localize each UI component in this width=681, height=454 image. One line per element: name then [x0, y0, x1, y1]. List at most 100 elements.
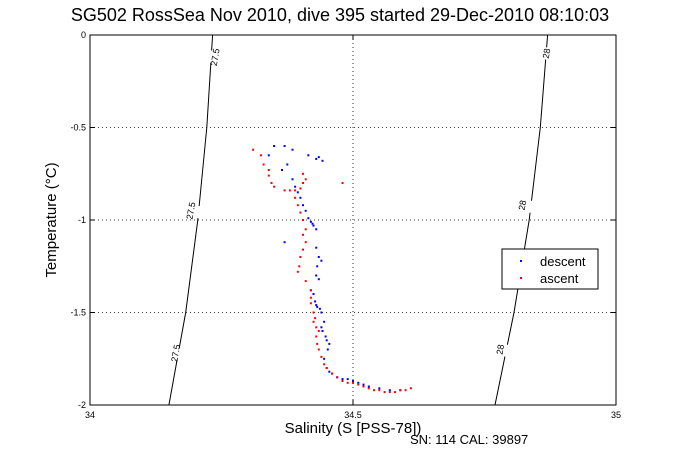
descent-point	[314, 300, 317, 303]
descent-point	[315, 246, 318, 249]
ascent-point	[260, 154, 262, 157]
ascent-point	[299, 256, 302, 258]
ascent-point	[399, 389, 402, 392]
ascent-point	[316, 342, 319, 345]
legend-descent-marker	[520, 260, 522, 262]
y-tick-label: -1	[78, 215, 86, 225]
ascent-point	[373, 389, 375, 392]
contour-line-28	[494, 34, 549, 406]
descent-point	[273, 145, 276, 147]
descent-point	[283, 145, 286, 147]
legend-ascent-label: ascent	[540, 271, 579, 286]
ascent-point	[352, 381, 354, 384]
contour-label: 28	[517, 199, 529, 211]
contour-label-bg	[487, 341, 514, 358]
ascent-point	[312, 311, 315, 314]
ascent-point	[367, 387, 370, 390]
contour-label-bg	[202, 49, 229, 66]
ascent-point	[296, 204, 299, 207]
ascent-point	[404, 389, 407, 392]
descent-point	[317, 278, 320, 281]
ascent-point	[336, 376, 339, 379]
ascent-point	[304, 178, 307, 181]
contour-label-bg	[162, 345, 189, 362]
descent-point	[309, 220, 312, 223]
descent-point	[286, 163, 289, 166]
ascent-point	[362, 385, 365, 388]
ascent-point	[296, 270, 299, 273]
descent-point	[320, 326, 323, 329]
ascent-point	[378, 389, 381, 392]
ascent-point	[317, 330, 320, 332]
ascent-point	[302, 172, 304, 175]
descent-point	[357, 381, 360, 384]
contour-label: 27.5	[169, 344, 182, 363]
ascent-point	[331, 372, 333, 375]
ascent-point	[388, 391, 391, 394]
ascent-point	[341, 182, 344, 184]
contour-line-27.5	[168, 34, 214, 406]
x-axis-ticks: 34 34.5 35	[85, 35, 621, 420]
descent-point	[323, 320, 326, 323]
descent-point	[291, 178, 294, 181]
contour-label-bg	[178, 202, 204, 219]
x-tick-label: 35	[611, 410, 621, 420]
contour-label: 28	[494, 344, 506, 356]
descent-point	[318, 307, 321, 310]
ascent-point	[294, 189, 297, 192]
descent-point	[283, 241, 286, 244]
ascent-point	[315, 326, 318, 329]
ascent-point	[304, 241, 307, 244]
legend-box	[501, 248, 599, 290]
ascent-point	[323, 363, 326, 366]
grid-lines	[90, 35, 616, 405]
descent-point	[317, 156, 320, 159]
descent-point	[321, 159, 324, 162]
descent-point	[307, 217, 310, 220]
ascent-point	[262, 163, 265, 166]
ascent-point	[314, 317, 317, 320]
descent-point	[315, 228, 318, 231]
descent-point	[296, 191, 299, 194]
y-tick-label: -0.5	[70, 123, 86, 133]
ascent-point	[304, 228, 307, 231]
ascent-point	[346, 381, 349, 384]
ascent-point	[299, 187, 302, 190]
ascent-point	[270, 182, 273, 184]
descent-point	[315, 157, 318, 160]
legend-descent-label: descent	[540, 254, 586, 269]
ascent-point	[288, 189, 291, 192]
legend-ascent-marker	[520, 277, 522, 279]
ascent-point	[298, 265, 301, 268]
descent-point	[315, 274, 318, 277]
ascent-point	[315, 335, 318, 338]
ascent-point	[283, 189, 286, 192]
x-tick-label: 34	[85, 410, 95, 420]
y-axis-label: Temperature (°C)	[43, 162, 60, 277]
descent-point	[328, 342, 331, 345]
descent-point	[307, 154, 310, 157]
descent-point	[294, 185, 297, 188]
descent-point	[311, 222, 314, 225]
descent-point	[312, 224, 315, 227]
contour-label: 27.5	[209, 48, 222, 67]
ascent-point	[267, 169, 270, 171]
contour-label-bg	[533, 45, 560, 62]
ascent-point	[273, 185, 276, 188]
descent-point	[367, 385, 370, 388]
descent-point	[316, 265, 319, 268]
ascent-series	[252, 148, 412, 394]
ascent-point	[312, 320, 315, 323]
descent-point	[312, 293, 315, 295]
descent-point	[304, 209, 307, 212]
descent-point	[320, 311, 323, 314]
ascent-point	[409, 387, 412, 390]
descent-point	[362, 383, 365, 386]
descent-point	[341, 378, 344, 381]
descent-point	[320, 259, 323, 262]
chart-title: SG502 RossSea Nov 2010, dive 395 started…	[71, 5, 609, 25]
y-axis-ticks: 0 -0.5 -1 -1.5 -2	[70, 30, 616, 410]
descent-point	[325, 339, 328, 342]
ascent-point	[252, 148, 255, 151]
